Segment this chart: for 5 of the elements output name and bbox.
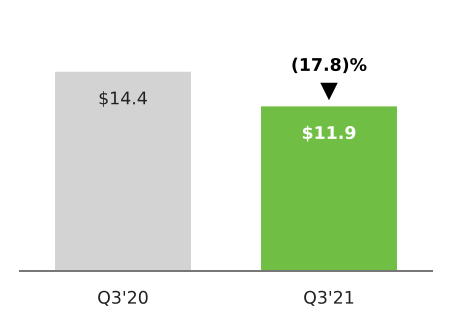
x-tick-label: Q3'20 [98,290,148,306]
annotation: (17.8)% [292,58,366,74]
x-tick-label: Q3'21 [304,290,354,306]
data-label: $14.4 [100,91,147,107]
data-label: $11.9 [302,126,356,142]
